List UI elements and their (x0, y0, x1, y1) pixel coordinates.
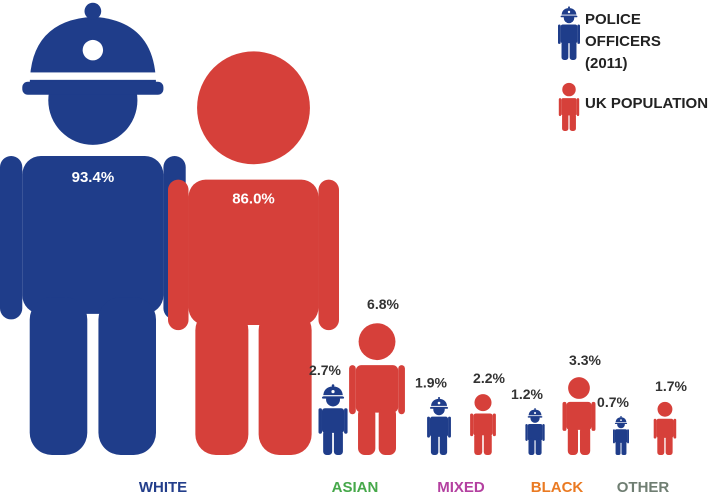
person-icon (558, 82, 580, 131)
legend-label: UK POPULATION (585, 81, 708, 115)
uk-population-figure-other (653, 401, 677, 455)
uk-population-figure-asian (349, 323, 405, 456)
legend-item-police-officers: POLICE OFFICERS (2011) (558, 6, 718, 75)
category-label: OTHER (617, 479, 670, 495)
police-officer-figure-asian (318, 384, 348, 455)
legend-label-line: POLICE OFFICERS (585, 11, 661, 50)
uk-population-figure-white (168, 51, 339, 455)
legend-label-line: (2011) (585, 55, 628, 72)
category-label: MIXED (437, 479, 485, 495)
police-officer-icon (558, 6, 580, 60)
category-label: WHITE (139, 479, 187, 495)
value-label: 86.0% (232, 191, 275, 208)
police-officer-figure-other (613, 416, 629, 455)
value-label: 2.7% (309, 362, 341, 378)
legend: POLICE OFFICERS (2011) UK POPULATION (558, 6, 718, 131)
legend-item-uk-population: UK POPULATION (558, 81, 718, 131)
value-label: 6.8% (367, 296, 399, 312)
category-label: ASIAN (332, 479, 379, 495)
police-officer-figure-mixed (427, 396, 451, 456)
police-officer-figure-black (525, 408, 545, 456)
value-label: 3.3% (569, 352, 601, 368)
legend-label: POLICE OFFICERS (2011) (585, 6, 718, 75)
uk-population-figure-black (562, 377, 596, 456)
value-label: 0.7% (597, 394, 629, 410)
value-label: 93.4% (72, 169, 115, 186)
legend-label-line: UK POPULATION (585, 95, 709, 112)
value-label: 1.9% (415, 375, 447, 391)
police-officer-figure-white (0, 2, 186, 455)
value-label: 1.2% (511, 386, 543, 402)
category-label: BLACK (531, 479, 584, 495)
value-label: 1.7% (655, 378, 687, 394)
value-label: 2.2% (473, 370, 505, 386)
uk-population-figure-mixed (470, 394, 496, 456)
